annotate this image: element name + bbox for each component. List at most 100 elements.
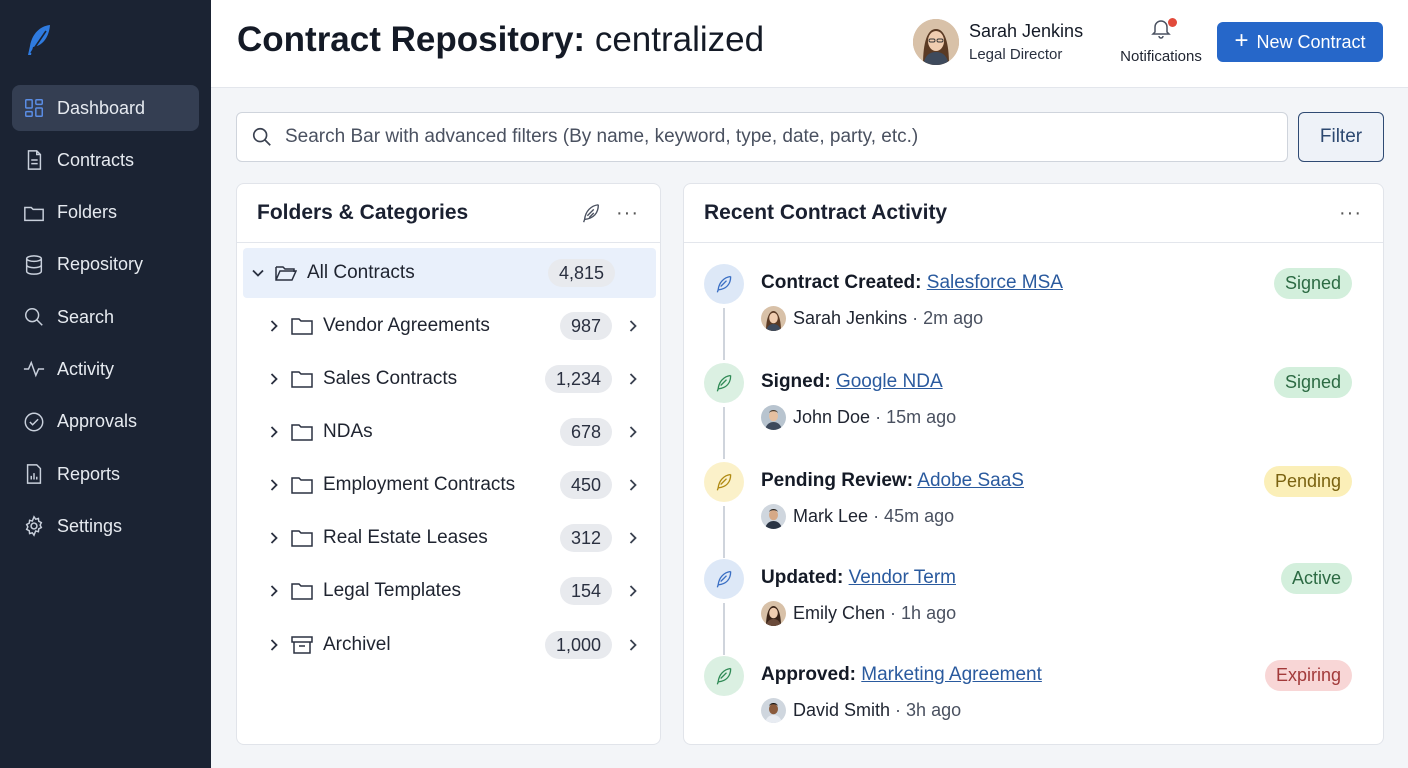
search-bar [236, 112, 1288, 162]
sidebar-item-contracts[interactable]: Contracts [12, 137, 199, 183]
activity-more-icon[interactable]: ··· [1339, 202, 1362, 224]
sidebar-item-label: Reports [57, 463, 121, 484]
notifications-button[interactable]: Notifications [1115, 16, 1207, 65]
activity-title-text: Approved: Marketing Agreement [761, 664, 1042, 686]
dashboard-icon [25, 99, 43, 117]
sidebar-item-search[interactable]: Search [12, 294, 199, 340]
folder-count: 450 [559, 471, 612, 499]
sidebar-item-approvals[interactable]: Approvals [12, 399, 199, 445]
contract-link[interactable]: Adobe SaaS [917, 470, 1024, 491]
sidebar-item-label: Search [57, 306, 115, 327]
timeline-line [723, 603, 725, 655]
feather-icon [716, 374, 732, 392]
activity-action: Signed: [761, 371, 831, 392]
search-input[interactable] [285, 126, 1265, 148]
folders-panel: Folders & Categories ··· All Contracts 4… [236, 183, 661, 745]
contract-link[interactable]: Vendor Term [848, 567, 956, 588]
folder-row[interactable]: Legal Templates 154 [243, 566, 656, 616]
new-contract-button[interactable]: + New Contract [1217, 22, 1383, 62]
activity-title-text: Signed: Google NDA [761, 371, 943, 393]
status-badge: Signed [1273, 268, 1352, 299]
activity-item: Updated: Vendor Term Emily Chen · 1h ago… [704, 559, 1364, 655]
folders-more-icon[interactable]: ··· [616, 202, 639, 224]
gear-icon [25, 515, 43, 538]
sidebar-item-folders[interactable]: Folders [12, 190, 199, 236]
folder-row[interactable]: Vendor Agreements 987 [243, 301, 656, 351]
folder-row[interactable]: Sales Contracts 1,234 [243, 354, 656, 404]
folder-icon [291, 583, 313, 600]
avatar [761, 405, 786, 430]
chevron-right-icon [270, 639, 278, 651]
activity-title: Recent Contract Activity [704, 201, 948, 224]
sidebar-item-label: Contracts [57, 149, 135, 170]
folder-label: Vendor Agreements [323, 315, 490, 336]
feather-icon [716, 473, 732, 491]
avatar [761, 504, 786, 529]
check-circle-icon [24, 412, 44, 432]
activity-action: Approved: [761, 664, 856, 685]
contract-link[interactable]: Salesforce MSA [926, 272, 1063, 293]
activity-icon [704, 559, 744, 599]
activity-title-text: Updated: Vendor Term [761, 567, 956, 589]
chevron-right-icon [629, 585, 637, 597]
timeline-line [723, 308, 725, 360]
activity-user: John Doe [793, 407, 871, 427]
activity-item: Approved: Marketing Agreement David Smit… [704, 656, 1364, 726]
document-icon [27, 150, 42, 171]
chevron-right-icon [629, 639, 637, 651]
page-title: Contract Repository: centralized [237, 20, 764, 60]
folder-icon [291, 371, 313, 388]
sidebar-item-repository[interactable]: Repository [12, 242, 199, 288]
folder-label: NDAs [323, 421, 373, 442]
chevron-right-icon [270, 585, 278, 597]
status-badge: Pending [1263, 466, 1352, 497]
search-icon [25, 308, 43, 326]
folder-count: 678 [559, 418, 612, 446]
avatar [913, 19, 959, 65]
sidebar-item-dashboard[interactable]: Dashboard [12, 85, 199, 131]
chevron-right-icon [629, 532, 637, 544]
activity-icon [704, 363, 744, 403]
activity-time: · 2m ago [912, 308, 984, 328]
contract-link[interactable]: Google NDA [835, 371, 943, 392]
chevron-right-icon [629, 320, 637, 332]
folder-row[interactable]: Real Estate Leases 312 [243, 513, 656, 563]
chevron-right-icon [629, 426, 637, 438]
activity-icon [704, 264, 744, 304]
timeline-line [723, 506, 725, 558]
folder-icon [291, 477, 313, 494]
sidebar-item-settings[interactable]: Settings [12, 503, 199, 549]
user-role: Legal Director [969, 46, 1063, 63]
activity-title-text: Pending Review: Adobe SaaS [761, 470, 1024, 492]
folder-row[interactable]: Archivel 1,000 [243, 620, 656, 670]
feather-logo-icon[interactable] [22, 22, 56, 58]
folder-row[interactable]: NDAs 678 [243, 407, 656, 457]
chevron-right-icon [629, 373, 637, 385]
folder-label: Sales Contracts [323, 368, 458, 389]
folder-count: 1,234 [544, 365, 612, 393]
sidebar-item-reports[interactable]: Reports [12, 451, 199, 497]
avatar [761, 601, 786, 626]
sidebar-item-label: Approvals [57, 411, 138, 432]
sidebar-item-activity[interactable]: Activity [12, 346, 199, 392]
folder-label: Legal Templates [323, 580, 462, 601]
folder-row[interactable]: Employment Contracts 450 [243, 460, 656, 510]
activity-item: Signed: Google NDA John Doe · 15m ago Si… [704, 363, 1364, 459]
folder-icon [291, 318, 313, 335]
avatar [761, 306, 786, 331]
folder-icon [291, 530, 313, 547]
feather-icon[interactable] [580, 202, 602, 224]
activity-user: Sarah Jenkins [793, 308, 908, 328]
user-profile[interactable]: Sarah Jenkins Legal Director [913, 19, 1083, 65]
filter-button[interactable]: Filter [1298, 112, 1384, 162]
chevron-right-icon [270, 426, 278, 438]
folder-row-all-contracts[interactable]: All Contracts 4,815 [243, 248, 656, 298]
sidebar-item-label: Settings [57, 515, 123, 536]
chevron-down-icon [252, 269, 264, 277]
feather-icon [716, 667, 732, 685]
contract-link[interactable]: Marketing Agreement [861, 664, 1042, 685]
activity-item: Contract Created: Salesforce MSA Sarah J… [704, 264, 1364, 360]
user-name: Sarah Jenkins [969, 21, 1084, 41]
folder-icon [291, 424, 313, 441]
sidebar-item-label: Folders [57, 202, 118, 223]
